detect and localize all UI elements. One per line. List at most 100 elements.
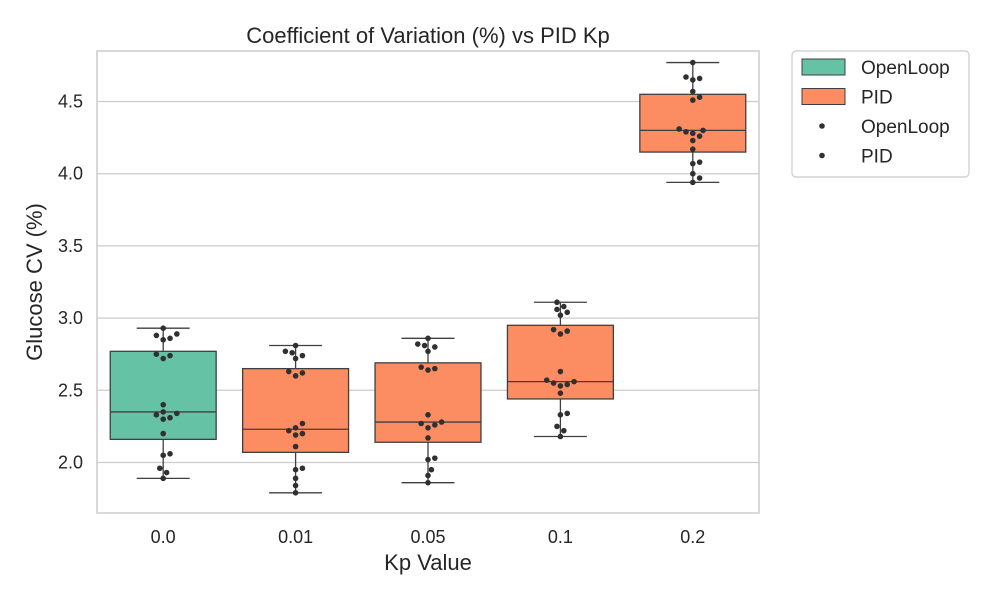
legend-label: OpenLoop bbox=[861, 58, 950, 79]
data-point bbox=[432, 422, 438, 428]
data-point bbox=[564, 410, 571, 417]
data-point bbox=[425, 348, 431, 355]
data-point bbox=[557, 412, 564, 418]
data-point bbox=[557, 390, 564, 396]
data-point bbox=[432, 455, 438, 461]
data-point bbox=[564, 381, 571, 388]
x-tick-label: 0.05 bbox=[410, 527, 445, 547]
data-point bbox=[425, 472, 431, 479]
data-point bbox=[160, 430, 166, 437]
data-points bbox=[153, 59, 706, 496]
data-point bbox=[690, 97, 696, 103]
data-point bbox=[153, 332, 160, 339]
data-point bbox=[683, 129, 689, 135]
data-point bbox=[292, 425, 299, 431]
data-point bbox=[690, 88, 696, 95]
data-point bbox=[696, 133, 703, 139]
box-iqr bbox=[241, 367, 350, 454]
data-point bbox=[696, 159, 703, 165]
data-point bbox=[690, 137, 696, 144]
data-point bbox=[153, 412, 160, 418]
data-point bbox=[160, 409, 166, 415]
data-point bbox=[418, 420, 424, 427]
data-point bbox=[676, 126, 682, 132]
data-point bbox=[690, 59, 696, 66]
data-point bbox=[432, 365, 438, 372]
x-tick-label: 0.0 bbox=[151, 527, 176, 547]
legend: OpenLoop PID OpenLoop PID bbox=[791, 50, 970, 178]
data-point bbox=[690, 179, 696, 186]
data-point bbox=[690, 160, 696, 167]
data-point bbox=[160, 416, 166, 422]
plot-frame bbox=[96, 50, 760, 514]
y-tick-label: 3.5 bbox=[58, 236, 83, 256]
y-tick-label: 4.0 bbox=[58, 164, 83, 184]
legend-label: PID bbox=[861, 147, 893, 168]
data-point bbox=[564, 309, 571, 316]
box-openloop-0.0 bbox=[109, 327, 217, 480]
y-tick-label: 3.0 bbox=[58, 308, 83, 328]
data-point bbox=[683, 74, 689, 80]
data-point bbox=[299, 430, 306, 437]
data-point bbox=[571, 378, 577, 385]
legend-swatch-pid bbox=[801, 88, 846, 105]
data-point bbox=[174, 331, 180, 337]
data-point bbox=[299, 352, 306, 359]
data-point bbox=[554, 306, 560, 313]
data-point bbox=[554, 299, 560, 306]
data-point bbox=[428, 466, 435, 473]
data-point bbox=[564, 328, 571, 334]
data-point bbox=[167, 414, 173, 421]
y-tick-label: 2.5 bbox=[58, 380, 83, 400]
data-point bbox=[160, 452, 166, 459]
data-point bbox=[285, 368, 292, 375]
box-iqr bbox=[109, 350, 217, 441]
data-point bbox=[696, 94, 703, 100]
data-point bbox=[299, 370, 306, 376]
legend-swatch-openloop bbox=[801, 58, 846, 76]
data-point bbox=[432, 344, 438, 350]
x-axis-ticks: 0.0 0.01 0.05 0.1 0.2 bbox=[151, 527, 706, 547]
data-point bbox=[292, 466, 299, 473]
x-axis-label: Kp Value bbox=[384, 550, 472, 575]
y-axis-label: Glucose CV (%) bbox=[22, 203, 47, 361]
data-point bbox=[557, 433, 564, 440]
data-point bbox=[557, 368, 564, 375]
x-tick-label: 0.01 bbox=[278, 527, 313, 547]
y-tick-label: 2.0 bbox=[58, 452, 83, 472]
data-point bbox=[425, 456, 431, 463]
data-point bbox=[557, 312, 564, 319]
data-point bbox=[425, 412, 431, 418]
data-point bbox=[292, 342, 299, 349]
data-point bbox=[160, 475, 166, 482]
data-point bbox=[554, 423, 560, 430]
data-point bbox=[561, 303, 567, 310]
data-point bbox=[700, 127, 706, 134]
legend-label: PID bbox=[861, 88, 893, 109]
y-axis-ticks: 2.0 2.5 3.0 3.5 4.0 4.5 bbox=[58, 92, 83, 473]
chart-title: Coefficient of Variation (%) vs PID Kp bbox=[246, 23, 610, 48]
data-point bbox=[550, 326, 557, 333]
data-point bbox=[425, 335, 431, 342]
data-point bbox=[167, 451, 173, 457]
data-point bbox=[160, 401, 166, 408]
data-point bbox=[289, 349, 295, 356]
data-point bbox=[696, 175, 703, 181]
data-point bbox=[163, 469, 170, 476]
data-point bbox=[167, 352, 173, 359]
data-point bbox=[425, 425, 431, 431]
data-point bbox=[174, 410, 180, 417]
data-point bbox=[561, 427, 567, 434]
y-tick-label: 4.5 bbox=[58, 92, 83, 112]
data-point bbox=[282, 348, 289, 355]
data-point bbox=[543, 377, 550, 383]
data-point bbox=[292, 443, 299, 450]
box-iqr bbox=[639, 93, 747, 153]
data-point bbox=[292, 432, 299, 438]
data-point bbox=[299, 465, 306, 472]
data-point bbox=[690, 77, 696, 83]
data-point bbox=[292, 373, 299, 379]
data-point bbox=[292, 482, 299, 489]
data-point bbox=[438, 419, 445, 425]
box-pid-0.01 bbox=[241, 344, 350, 494]
